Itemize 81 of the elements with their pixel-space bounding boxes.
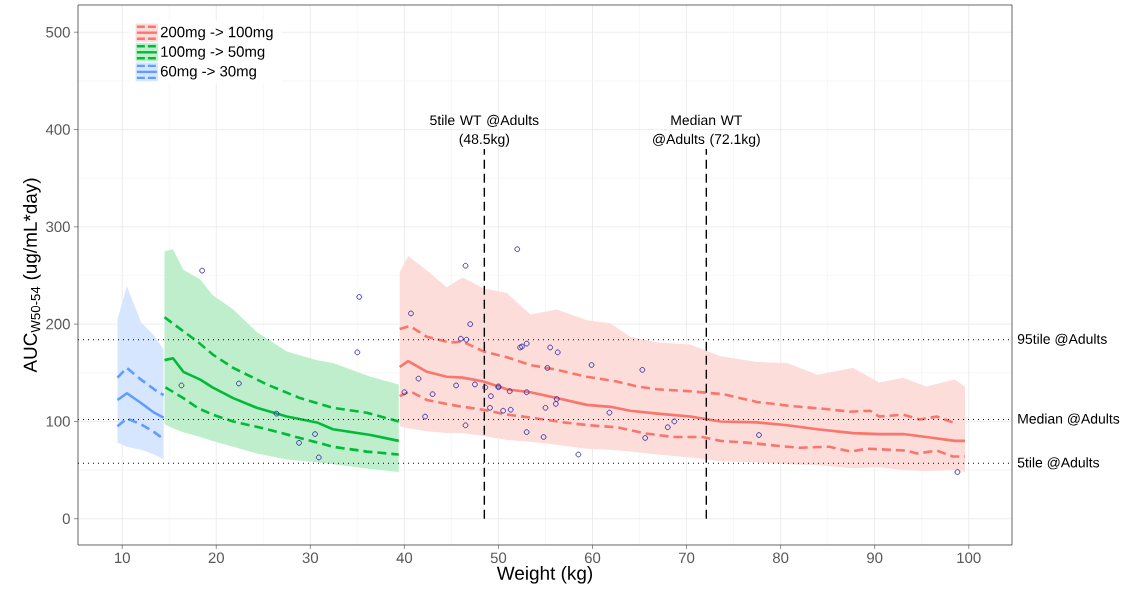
y-tick-label: 0 bbox=[62, 513, 70, 525]
point bbox=[540, 434, 547, 440]
x-tick-label: 100 bbox=[957, 552, 981, 564]
point bbox=[488, 393, 494, 399]
ref-line-label: Median WT @Adults (72.1kg) bbox=[653, 114, 760, 147]
x-tick-label: 10 bbox=[115, 552, 130, 564]
point bbox=[523, 340, 530, 347]
x-tick-label: 40 bbox=[396, 552, 413, 564]
ref-line-label: Median @Adults bbox=[1018, 413, 1120, 426]
x-tick-label: 60 bbox=[584, 552, 601, 564]
line-series bbox=[163, 316, 401, 423]
x-tick-label: 20 bbox=[208, 552, 224, 564]
point bbox=[467, 321, 474, 327]
ref-line-label: 5tile WT @Adults (48.5kg) bbox=[430, 114, 539, 147]
x-tick-label: 80 bbox=[772, 552, 789, 564]
y-tick-label: 400 bbox=[45, 124, 70, 135]
ref-line-label: 5tile @Adults bbox=[1017, 457, 1100, 470]
point bbox=[671, 418, 678, 425]
point bbox=[482, 384, 489, 391]
point bbox=[487, 404, 493, 411]
x-tick-label: 90 bbox=[867, 552, 883, 564]
line-series bbox=[398, 324, 955, 424]
point bbox=[296, 439, 302, 446]
point bbox=[544, 365, 551, 371]
point bbox=[507, 406, 514, 413]
y-tick-label: 100 bbox=[46, 416, 70, 427]
point bbox=[312, 431, 318, 437]
point bbox=[642, 435, 649, 441]
ref-line-label: 95tile @Adults bbox=[1017, 333, 1107, 346]
point bbox=[588, 362, 595, 368]
point bbox=[356, 294, 363, 300]
point bbox=[639, 367, 646, 373]
point bbox=[429, 391, 436, 398]
point bbox=[547, 344, 554, 351]
point bbox=[463, 336, 470, 343]
point bbox=[553, 396, 560, 402]
legend-label: 60mg -> 30mg bbox=[160, 65, 256, 80]
point bbox=[664, 424, 671, 431]
point bbox=[575, 451, 582, 458]
x-tick-label: 50 bbox=[490, 552, 507, 564]
y-tick-label: 300 bbox=[46, 221, 70, 233]
point bbox=[235, 380, 242, 387]
point bbox=[457, 335, 464, 342]
line-series bbox=[398, 389, 967, 458]
point bbox=[523, 429, 530, 435]
point bbox=[542, 404, 549, 411]
point bbox=[462, 422, 469, 429]
point bbox=[422, 413, 428, 420]
point bbox=[523, 389, 530, 396]
point bbox=[415, 375, 422, 382]
point bbox=[178, 382, 185, 389]
x-axis-title: Weight (kg) bbox=[496, 565, 593, 584]
line-series bbox=[164, 386, 401, 456]
point bbox=[472, 381, 478, 388]
point bbox=[273, 410, 280, 417]
line-series bbox=[398, 359, 967, 443]
point bbox=[500, 407, 506, 414]
point bbox=[315, 454, 322, 461]
point bbox=[462, 262, 469, 269]
line-series bbox=[116, 391, 165, 419]
x-tick-label: 70 bbox=[679, 552, 695, 564]
y-tick-label: 500 bbox=[46, 26, 70, 38]
point bbox=[552, 401, 559, 407]
point bbox=[756, 432, 762, 438]
point bbox=[199, 267, 206, 274]
point bbox=[554, 349, 561, 356]
point bbox=[954, 469, 961, 475]
point bbox=[453, 382, 459, 389]
point bbox=[514, 246, 521, 253]
x-tick-label: 30 bbox=[302, 552, 319, 564]
y-tick-label: 200 bbox=[46, 318, 70, 330]
legend-label: 100mg -> 50mg bbox=[161, 46, 265, 60]
line-series bbox=[163, 356, 401, 443]
legend-label: 200mg -> 100mg bbox=[160, 26, 273, 41]
y-axis-title: AUC$_{W50-54}$ (ug/mL*day) bbox=[23, 178, 41, 373]
point bbox=[606, 409, 613, 416]
point bbox=[401, 389, 408, 396]
point bbox=[354, 349, 361, 356]
line-series bbox=[116, 366, 165, 397]
point bbox=[408, 310, 414, 317]
point bbox=[506, 388, 513, 395]
